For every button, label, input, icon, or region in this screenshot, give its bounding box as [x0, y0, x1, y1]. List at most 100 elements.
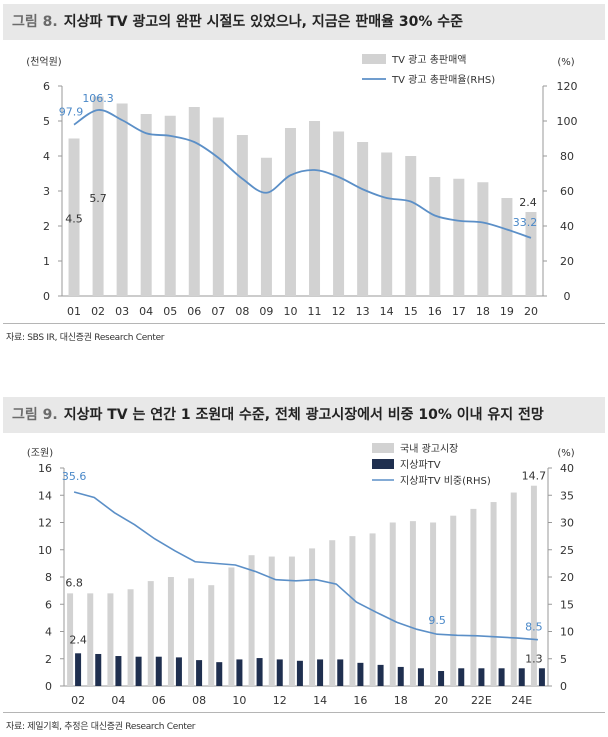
x-tick-label: 18	[476, 305, 490, 318]
left-tick-label: 2	[45, 653, 52, 666]
left-tick-label: 5	[43, 115, 50, 128]
x-tick-label: 07	[211, 305, 225, 318]
legend-label: 지상파TV	[400, 459, 441, 471]
x-tick-label: 20	[434, 694, 448, 707]
x-tick-label: 20	[524, 305, 538, 318]
figure-8-source: 자료: SBS IR, 대신증권 Research Center	[6, 333, 165, 343]
ad-market-bar	[530, 485, 537, 686]
x-tick-label: 12	[273, 694, 287, 707]
figure-8-title: 지상파 TV 광고의 완판 시절도 있었으나, 지금은 판매율 30% 수준	[63, 14, 464, 30]
left-axis-unit: (조원)	[27, 447, 53, 459]
left-tick-label: 4	[43, 150, 50, 163]
terrestrial-tv-bar	[135, 656, 142, 686]
x-tick-label: 11	[308, 305, 322, 318]
ad-market-bar	[329, 540, 336, 686]
ad-market-bar	[208, 585, 215, 686]
right-tick-label: 120	[557, 80, 578, 93]
sales-bar	[309, 121, 321, 296]
data-label: 2.4	[519, 196, 537, 209]
terrestrial-tv-bar	[417, 668, 424, 686]
sales-bar	[525, 212, 537, 296]
left-tick-label: 4	[45, 626, 52, 639]
sales-bar	[260, 157, 272, 296]
x-tick-label: 09	[259, 305, 273, 318]
x-tick-label: 03	[115, 305, 129, 318]
x-tick-label: 05	[163, 305, 177, 318]
right-tick-label: 60	[560, 185, 574, 198]
sales-bar	[284, 128, 296, 296]
x-tick-label: 04	[139, 305, 153, 318]
sales-bar	[429, 177, 441, 296]
legend-swatch-bar	[362, 54, 386, 64]
data-label: 8.5	[525, 621, 543, 634]
figure-8-title-bar: 그림 8. 지상파 TV 광고의 완판 시절도 있었으나, 지금은 판매율 30%…	[3, 4, 605, 40]
x-tick-label: 15	[404, 305, 418, 318]
figure-9-title-bar: 그림 9. 지상파 TV 는 연간 1 조원대 수준, 전체 광고시장에서 비중 …	[3, 397, 605, 433]
right-tick-label: 35	[560, 489, 574, 502]
sales-bar	[333, 131, 345, 296]
x-tick-label: 19	[500, 305, 514, 318]
sales-bar	[188, 107, 200, 296]
ad-market-bar	[288, 556, 295, 686]
x-tick-label: 13	[356, 305, 370, 318]
x-tick-label: 18	[394, 694, 408, 707]
legend-label: 지상파TV 비중(RHS)	[400, 475, 491, 487]
terrestrial-tv-bar	[317, 659, 324, 686]
terrestrial-tv-bar	[75, 653, 82, 686]
right-tick-label: 0	[564, 290, 571, 303]
ad-market-bar	[309, 548, 316, 686]
data-label: 35.6	[62, 470, 87, 483]
ad-market-bar	[67, 593, 74, 686]
sales-bar	[68, 138, 80, 296]
sales-bar	[501, 198, 513, 296]
x-tick-label: 12	[332, 305, 346, 318]
sales-bar	[357, 142, 369, 296]
x-tick-label: 10	[232, 694, 246, 707]
figure-9-number: 그림 9.	[12, 407, 58, 423]
terrestrial-tv-bar	[397, 666, 404, 686]
x-tick-label: 06	[152, 694, 166, 707]
terrestrial-tv-bar	[377, 664, 384, 686]
terrestrial-tv-bar	[196, 660, 203, 686]
legend-swatch-bar-navy	[372, 459, 394, 469]
ad-market-bar	[430, 522, 437, 686]
terrestrial-tv-bar	[296, 660, 303, 686]
terrestrial-tv-bar	[357, 662, 364, 686]
data-label: 5.7	[89, 192, 107, 205]
right-tick-label: 40	[560, 220, 574, 233]
legend-label: 국내 광고시장	[400, 443, 458, 455]
sales-bar	[381, 152, 393, 296]
data-label: 14.7	[522, 470, 547, 483]
data-label: 106.3	[82, 92, 114, 105]
right-tick-label: 100	[557, 115, 578, 128]
left-tick-label: 10	[38, 544, 52, 557]
x-tick-label: 22E	[471, 694, 492, 707]
x-tick-label: 10	[283, 305, 297, 318]
x-tick-label: 17	[452, 305, 466, 318]
ad-market-bar	[127, 589, 134, 686]
terrestrial-tv-bar	[458, 668, 465, 686]
right-axis-unit: (%)	[557, 448, 574, 459]
right-tick-label: 20	[560, 255, 574, 268]
sales-bar	[92, 96, 104, 296]
terrestrial-tv-bar	[155, 656, 162, 686]
data-label: 6.8	[65, 576, 83, 589]
legend-swatch-bar-grey	[372, 443, 394, 453]
sales-bar	[453, 178, 465, 296]
terrestrial-tv-bar	[518, 668, 525, 686]
sales-bar	[116, 103, 128, 296]
ad-market-bar	[147, 581, 154, 686]
legend-label: TV 광고 총판매율(RHS)	[391, 74, 495, 86]
ad-market-bar	[248, 555, 255, 686]
left-tick-label: 0	[45, 680, 52, 693]
terrestrial-tv-bar	[438, 671, 445, 686]
terrestrial-tv-bar	[236, 659, 243, 686]
left-tick-label: 6	[43, 80, 50, 93]
right-tick-label: 5	[560, 653, 567, 666]
tv-share-line	[73, 491, 538, 641]
data-label: 97.9	[59, 106, 84, 119]
x-tick-label: 14	[380, 305, 394, 318]
left-axis-unit: (천억원)	[26, 56, 62, 68]
right-tick-label: 25	[560, 544, 574, 557]
